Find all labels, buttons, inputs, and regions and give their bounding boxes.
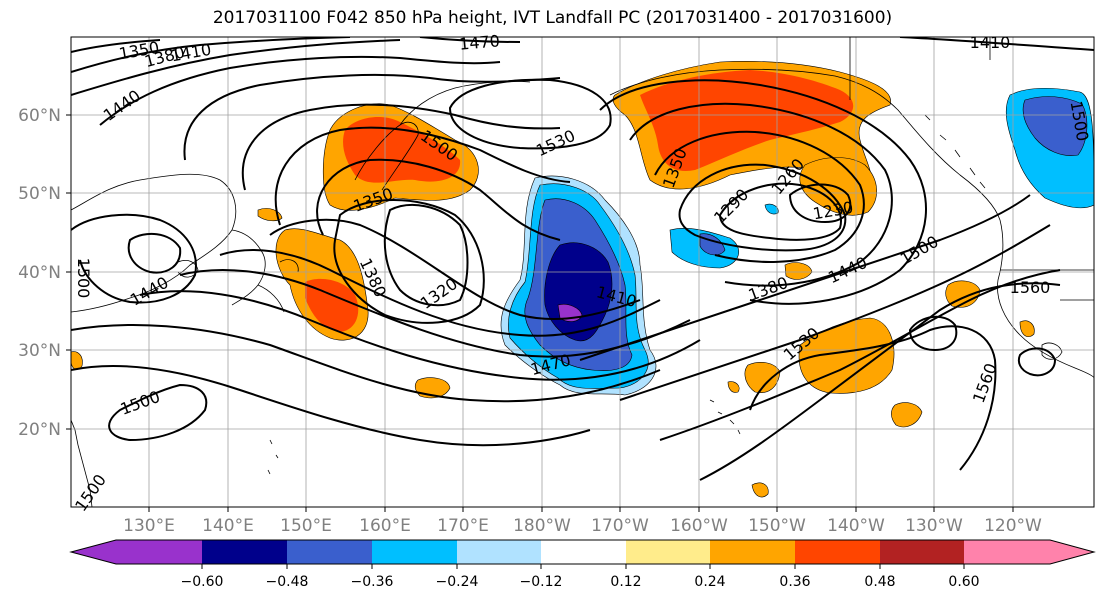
lat-label: 60°N [18, 106, 61, 126]
axis-ticks [66, 114, 1014, 512]
shade-wcoast-blue [1022, 96, 1088, 156]
colorbar-segment [287, 540, 372, 564]
colorbar-tick-label: 0.12 [610, 574, 641, 590]
shade-goa-red [640, 70, 854, 171]
contour-label: 1560 [1010, 278, 1051, 297]
lon-label: 120°W [984, 516, 1042, 536]
coastlines [71, 37, 1094, 507]
colorbar-segment [710, 540, 795, 564]
colorbar-segment [626, 540, 710, 564]
colorbar-segment [457, 540, 541, 564]
lon-label: 140°W [827, 516, 885, 536]
lon-label: 140°E [202, 516, 254, 536]
colorbar-segment [116, 540, 202, 564]
map-title: 2017031100 F042 850 hPa height, IVT Land… [212, 8, 893, 28]
shade-subtrop-d [945, 280, 981, 308]
colorbar-segment [964, 540, 1050, 564]
latitude-labels: 60°N 50°N 40°N 30°N 20°N [18, 106, 61, 440]
colorbar-tick-label: 0.60 [948, 574, 979, 590]
colorbar-tick-label: −0.24 [436, 574, 479, 590]
contour-label: 1470 [458, 31, 500, 53]
colorbar-segment [541, 540, 626, 564]
shade-subtrop-i [71, 351, 83, 370]
lat-label: 50°N [18, 184, 61, 204]
lon-label: 170°W [591, 516, 649, 536]
longitude-labels: 130°E 140°E 150°E 160°E 170°E 180°W 170°… [123, 516, 1042, 536]
colorbar-tick-label: 0.48 [864, 574, 895, 590]
lon-label: 160°E [359, 516, 411, 536]
colorbar-segment [372, 540, 457, 564]
colorbar-segment [795, 540, 880, 564]
colorbar-tick-label: −0.36 [351, 574, 394, 590]
lon-label: 160°W [670, 516, 728, 536]
colorbar: −0.60 −0.48 −0.36 −0.24 −0.12 0.12 0.24 … [69, 539, 1096, 590]
lon-label: 130°W [905, 516, 963, 536]
shade-kamchatka-red [343, 116, 461, 183]
colorbar-tick-label: −0.12 [520, 574, 563, 590]
shade-subtrop-h [751, 482, 769, 498]
contour-label: 1410 [970, 33, 1011, 52]
height-contours [71, 37, 1094, 481]
shade-subtrop-c [891, 402, 923, 428]
shade-japan-red [305, 278, 359, 332]
colorbar-extend-low [71, 540, 116, 564]
gridlines [71, 37, 1094, 507]
lon-label: 130°E [123, 516, 175, 536]
lon-label: 150°W [748, 516, 806, 536]
lon-label: 180°W [513, 516, 571, 536]
colorbar-extend-high [1050, 540, 1094, 564]
colorbar-tick-label: −0.48 [266, 574, 309, 590]
lat-label: 20°N [18, 420, 61, 440]
lon-label: 150°E [280, 516, 332, 536]
colorbar-tick-label: −0.60 [181, 574, 224, 590]
lat-label: 30°N [18, 341, 61, 361]
shade-subtrop-e [1019, 320, 1035, 337]
lat-label: 40°N [18, 263, 61, 283]
shade-subtrop-b [744, 362, 781, 393]
colorbar-segment [880, 540, 964, 564]
shade-goa-neg-small [764, 203, 779, 215]
contour-label: 1500 [74, 258, 93, 299]
colorbar-tick-label: 0.36 [779, 574, 810, 590]
lon-label: 170°E [437, 516, 489, 536]
colorbar-tick-label: 0.24 [694, 574, 725, 590]
shade-subtrop-j [727, 381, 740, 393]
colorbar-segment [202, 540, 287, 564]
